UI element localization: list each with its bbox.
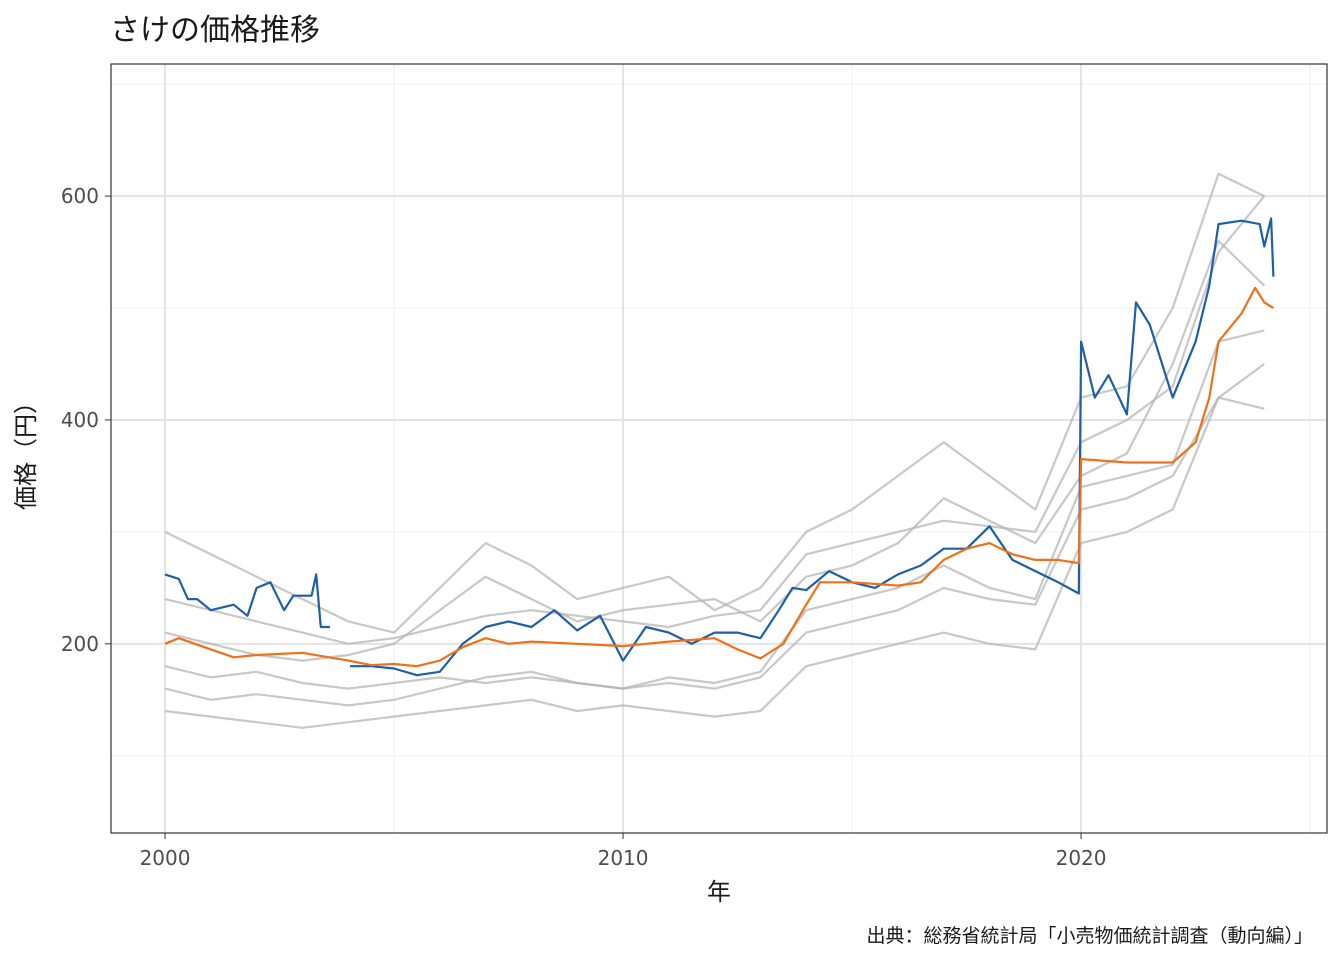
x-tick-label: 2020 <box>1056 846 1107 870</box>
x-tick-label: 2010 <box>598 846 649 870</box>
y-tick-label: 200 <box>61 632 99 656</box>
series-line <box>164 217 1275 677</box>
x-tick-label: 2000 <box>140 846 191 870</box>
chart-title: さけの価格推移 <box>110 13 320 48</box>
series-line <box>164 396 1265 729</box>
series-line <box>164 286 1274 668</box>
panel-border <box>110 63 1328 834</box>
plot-area: 2000 2010 2020 200 400 600 <box>61 63 1328 870</box>
x-axis-label: 年 <box>707 878 731 906</box>
y-axis-label: 価格（円） <box>12 390 40 510</box>
y-tick-label: 400 <box>61 408 99 432</box>
y-tick-label: 600 <box>61 184 99 208</box>
series-line <box>164 363 1265 690</box>
caption: 出典：総務省統計局「小売物価統計調査（動向編）」 <box>866 925 1313 947</box>
